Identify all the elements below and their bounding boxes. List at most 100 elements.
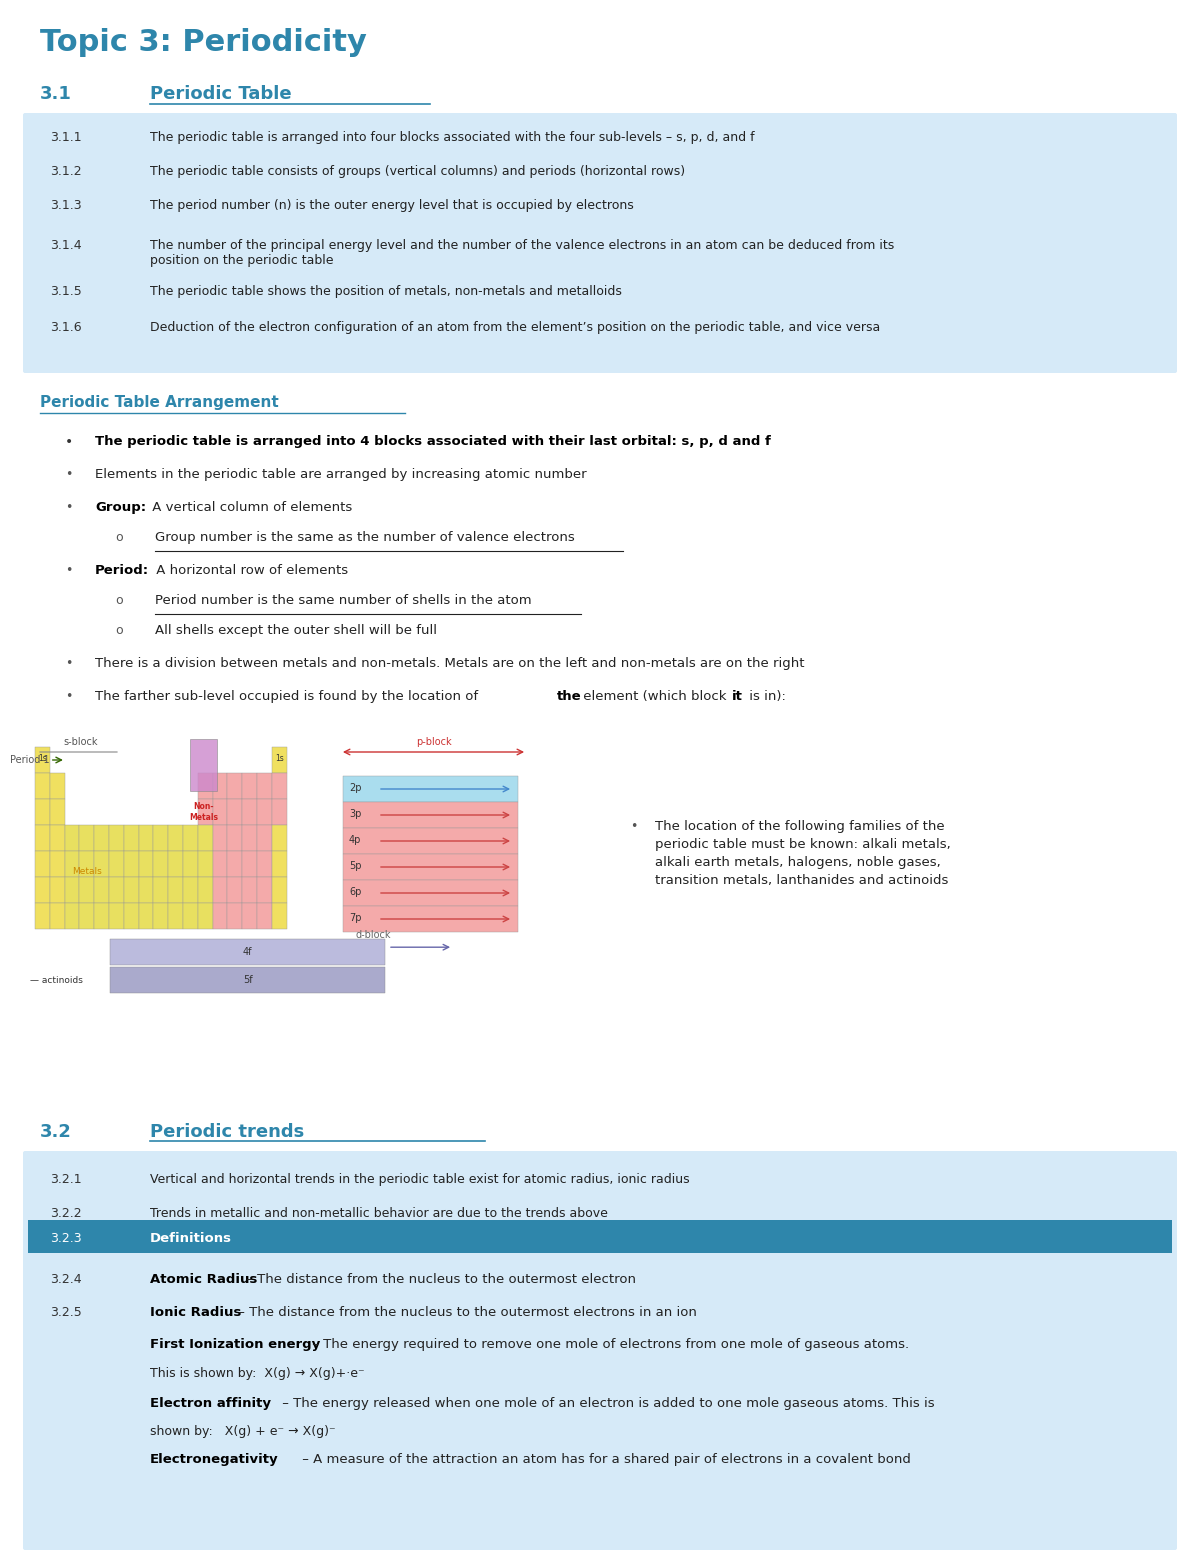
Text: The location of the following families of the
periodic table must be known: alka: The location of the following families o… — [655, 820, 950, 887]
Bar — [124, 902, 139, 929]
Text: This is shown by:  X(g) → X(g)+·e⁻: This is shown by: X(g) → X(g)+·e⁻ — [150, 1367, 365, 1381]
Bar — [257, 877, 272, 902]
Bar — [228, 877, 242, 902]
Bar — [168, 851, 182, 877]
Bar — [154, 877, 168, 902]
Text: First Ionization energy: First Ionization energy — [150, 1339, 320, 1351]
Bar — [182, 851, 198, 877]
Bar — [272, 773, 287, 798]
Text: 3.1.6: 3.1.6 — [50, 321, 82, 334]
Text: •: • — [65, 435, 73, 449]
Bar — [168, 825, 182, 851]
Bar — [65, 851, 79, 877]
Text: Periodic Table: Periodic Table — [150, 85, 292, 102]
Bar — [50, 773, 65, 798]
Text: 3.2.3: 3.2.3 — [50, 1232, 82, 1246]
Text: o: o — [115, 531, 122, 544]
Text: Electron affinity: Electron affinity — [150, 1398, 271, 1410]
Bar — [198, 902, 212, 929]
Text: the: the — [557, 690, 582, 704]
Bar — [228, 825, 242, 851]
Bar — [272, 902, 287, 929]
Bar — [257, 798, 272, 825]
Text: A vertical column of elements: A vertical column of elements — [148, 502, 353, 514]
Bar — [154, 851, 168, 877]
Bar — [65, 902, 79, 929]
Text: 3.1: 3.1 — [40, 85, 72, 102]
Text: it: it — [732, 690, 743, 704]
Bar — [212, 798, 228, 825]
Bar — [242, 851, 257, 877]
Bar — [94, 851, 109, 877]
Bar — [191, 739, 217, 790]
Text: – The distance from the nucleus to the outermost electron: – The distance from the nucleus to the o… — [242, 1273, 636, 1286]
Bar — [94, 877, 109, 902]
Bar — [110, 940, 385, 966]
Bar — [343, 854, 518, 881]
Bar — [124, 877, 139, 902]
Bar — [228, 902, 242, 929]
Text: Period:: Period: — [95, 564, 149, 578]
Text: 2p: 2p — [349, 783, 361, 792]
Bar — [35, 825, 50, 851]
Bar — [272, 798, 287, 825]
Bar — [343, 801, 518, 828]
Bar — [257, 902, 272, 929]
Text: A horizontal row of elements: A horizontal row of elements — [152, 564, 348, 578]
Text: The periodic table shows the position of metals, non-metals and metalloids: The periodic table shows the position of… — [150, 286, 622, 298]
Bar — [212, 851, 228, 877]
Text: 3.2.4: 3.2.4 — [50, 1273, 82, 1286]
Bar — [50, 825, 65, 851]
Text: Vertical and horizontal trends in the periodic table exist for atomic radius, io: Vertical and horizontal trends in the pe… — [150, 1173, 690, 1186]
Bar — [110, 968, 385, 994]
Text: 3.2.2: 3.2.2 — [50, 1207, 82, 1221]
Text: •: • — [65, 467, 72, 481]
Text: Period 1: Period 1 — [10, 755, 49, 766]
Bar — [228, 851, 242, 877]
Bar — [242, 825, 257, 851]
Bar — [50, 798, 65, 825]
Text: d-block: d-block — [355, 930, 390, 940]
Bar — [109, 877, 124, 902]
Bar — [198, 773, 212, 798]
Bar — [109, 902, 124, 929]
Bar — [272, 877, 287, 902]
Bar — [139, 902, 154, 929]
Text: 4p: 4p — [349, 834, 361, 845]
Text: 5p: 5p — [349, 860, 361, 871]
Bar — [50, 851, 65, 877]
Bar — [212, 877, 228, 902]
Bar — [94, 902, 109, 929]
Bar — [212, 902, 228, 929]
Text: — actinoids: — actinoids — [30, 975, 83, 985]
Text: 3.1.3: 3.1.3 — [50, 199, 82, 213]
Text: 1s: 1s — [38, 755, 47, 763]
Text: Deduction of the electron configuration of an atom from the element’s position o: Deduction of the electron configuration … — [150, 321, 881, 334]
Bar — [124, 851, 139, 877]
Bar — [257, 825, 272, 851]
Text: Period number is the same number of shells in the atom: Period number is the same number of shel… — [155, 593, 532, 607]
Text: •: • — [65, 502, 72, 514]
Text: 5f: 5f — [242, 975, 252, 985]
Text: The number of the principal energy level and the number of the valence electrons: The number of the principal energy level… — [150, 239, 894, 267]
Bar — [198, 877, 212, 902]
Bar — [343, 776, 518, 801]
Bar — [272, 825, 287, 851]
Text: element (which block: element (which block — [580, 690, 731, 704]
Bar — [50, 902, 65, 929]
Bar — [198, 825, 212, 851]
Text: 3.1.4: 3.1.4 — [50, 239, 82, 252]
Text: 3.2: 3.2 — [40, 1123, 72, 1141]
Text: Trends in metallic and non-metallic behavior are due to the trends above: Trends in metallic and non-metallic beha… — [150, 1207, 608, 1221]
Text: The periodic table is arranged into four blocks associated with the four sub-lev: The periodic table is arranged into four… — [150, 130, 755, 144]
Text: Topic 3: Periodicity: Topic 3: Periodicity — [40, 28, 367, 57]
Bar — [212, 773, 228, 798]
Text: Periodic trends: Periodic trends — [150, 1123, 305, 1141]
Text: Group:: Group: — [95, 502, 146, 514]
Bar — [65, 877, 79, 902]
Bar — [35, 877, 50, 902]
Bar — [242, 877, 257, 902]
Text: 1s: 1s — [275, 755, 283, 763]
Text: The periodic table is arranged into 4 blocks associated with their last orbital:: The periodic table is arranged into 4 bl… — [95, 435, 770, 447]
Bar — [228, 773, 242, 798]
